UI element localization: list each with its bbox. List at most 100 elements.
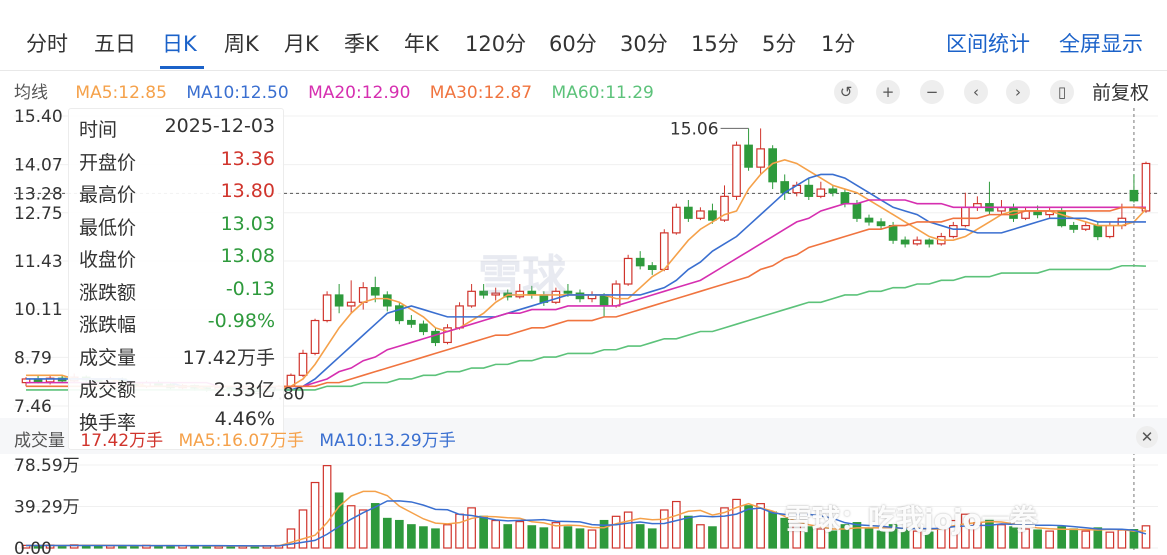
- ma-legend-label: 均线: [14, 83, 48, 103]
- volume-bar: [479, 515, 488, 549]
- tab-day-k[interactable]: 日K: [162, 32, 197, 56]
- tab-1min[interactable]: 1分: [821, 32, 856, 56]
- tooltip-row: 时间 2025-12-03: [79, 115, 275, 147]
- candle-body: [623, 257, 633, 285]
- tab-30min[interactable]: 30分: [620, 32, 668, 56]
- volume-bar: [948, 519, 958, 549]
- tooltip-value: 4.46%: [214, 407, 275, 430]
- minus-icon[interactable]: −: [920, 80, 944, 104]
- volume-bar: [587, 529, 597, 549]
- volume-bar: [1141, 525, 1151, 549]
- volume-bar: [912, 530, 922, 549]
- close-icon[interactable]: ✕: [1136, 426, 1158, 448]
- candle-body: [948, 224, 958, 238]
- volume-bar: [1129, 529, 1139, 549]
- tab-60min[interactable]: 60分: [549, 32, 597, 56]
- plus-icon[interactable]: +: [876, 80, 900, 104]
- volume-bar: [647, 528, 657, 549]
- volume-bar: [997, 524, 1006, 549]
- candle-body: [1141, 162, 1151, 212]
- volume-bar: [419, 526, 428, 549]
- candle-body: [840, 192, 850, 205]
- candle-body: [1093, 224, 1103, 238]
- tab-wuri[interactable]: 五日: [94, 32, 136, 56]
- volume-bar: [611, 515, 621, 549]
- candle-body: [1129, 189, 1139, 202]
- volume-bar: [298, 509, 308, 549]
- volume-bar: [780, 517, 790, 549]
- tab-quarter-k[interactable]: 季K: [344, 32, 379, 56]
- chevron-left-icon[interactable]: ‹: [964, 80, 988, 104]
- candle-body: [382, 294, 392, 307]
- candle-body: [575, 292, 585, 300]
- volume-bar: [431, 528, 440, 549]
- tooltip-row: 涨跌幅 -0.98%: [79, 310, 275, 342]
- candle-body: [635, 257, 645, 267]
- price-axis-label: 7.46: [14, 397, 52, 417]
- watermark-author: 雪球：吃我jojo一拳: [784, 503, 1038, 536]
- tab-year-k[interactable]: 年K: [404, 32, 439, 56]
- candle-body: [563, 290, 573, 294]
- ma60-legend: MA60:11.29: [551, 83, 654, 103]
- volume-legend: 成交量 17.42万手 MA5:16.07万手 MA10:13.29万手: [14, 426, 466, 451]
- volume-bar: [732, 498, 741, 549]
- volume-bar: [924, 531, 934, 549]
- tab-5min[interactable]: 5分: [762, 32, 797, 56]
- range-stats-link[interactable]: 区间统计: [946, 32, 1030, 56]
- tooltip-value: 17.42万手: [182, 346, 275, 369]
- volume-bar: [443, 524, 452, 549]
- tab-week-k[interactable]: 周K: [224, 32, 259, 56]
- chevron-right-icon[interactable]: ›: [1006, 80, 1030, 104]
- volume-bar: [515, 520, 525, 549]
- candle-body: [479, 290, 488, 296]
- candle-body: [395, 305, 404, 322]
- tab-fenshi[interactable]: 分时: [26, 32, 68, 56]
- ohlc-tooltip: 时间 2025-12-03 开盘价 13.36 最高价 13.80 最低价 13.03 收盘价 1…: [68, 108, 284, 450]
- candle-body: [828, 188, 838, 194]
- tab-120min[interactable]: 120分: [465, 32, 527, 56]
- tooltip-value: 2.33亿: [213, 379, 275, 401]
- candle-body: [852, 203, 862, 219]
- volume-bar: [792, 524, 802, 549]
- price-axis-label: 14.07: [14, 156, 63, 176]
- volume-bar: [1021, 528, 1030, 549]
- candle-body: [732, 144, 741, 197]
- tab-month-k[interactable]: 月K: [284, 32, 319, 56]
- watermark-center: 雪球: [478, 251, 566, 302]
- candle-body: [322, 294, 332, 322]
- tooltip-value: -0.13: [225, 277, 275, 300]
- candle-body: [467, 290, 476, 307]
- volume-bar: [1093, 527, 1103, 549]
- ma30-legend: MA30:12.87: [429, 83, 533, 103]
- volume-bar: [599, 519, 609, 549]
- ma20-legend: MA20:12.90: [308, 83, 411, 103]
- volume-bar: [936, 526, 946, 549]
- volume-bar: [407, 524, 416, 549]
- volume-axis-label: 0.00: [14, 539, 52, 555]
- candle-body: [816, 188, 826, 197]
- tooltip-value: 13.03: [220, 212, 275, 235]
- volume-bar: [358, 509, 368, 549]
- candle-body: [804, 184, 814, 197]
- volume-bar: [744, 505, 753, 549]
- tooltip-row: 收盘价 13.08: [79, 245, 275, 277]
- candle-body: [684, 206, 693, 219]
- candle-body: [671, 206, 681, 234]
- tab-15min[interactable]: 15分: [691, 32, 739, 56]
- candle-body: [647, 265, 657, 271]
- volume-bar: [382, 517, 392, 549]
- tooltip-value: 2025-12-03: [164, 115, 275, 137]
- volume-bar: [852, 522, 862, 549]
- candle-body: [1009, 206, 1018, 219]
- fullscreen-link[interactable]: 全屏显示: [1059, 32, 1143, 56]
- volume-bar: [563, 526, 573, 549]
- candle-icon[interactable]: ▯: [1050, 80, 1074, 104]
- candle-body: [370, 287, 380, 296]
- ma-legend: 均线 MA5:12.85 MA10:12.50 MA20:12.90 MA30:…: [14, 78, 668, 103]
- volume-bar: [671, 500, 681, 549]
- header-divider: [0, 70, 1167, 71]
- undo-icon[interactable]: ↺: [834, 80, 858, 104]
- adjust-mode-button[interactable]: 前复权: [1092, 82, 1150, 104]
- volume-bar: [1081, 530, 1091, 549]
- volume-bar: [1105, 531, 1115, 549]
